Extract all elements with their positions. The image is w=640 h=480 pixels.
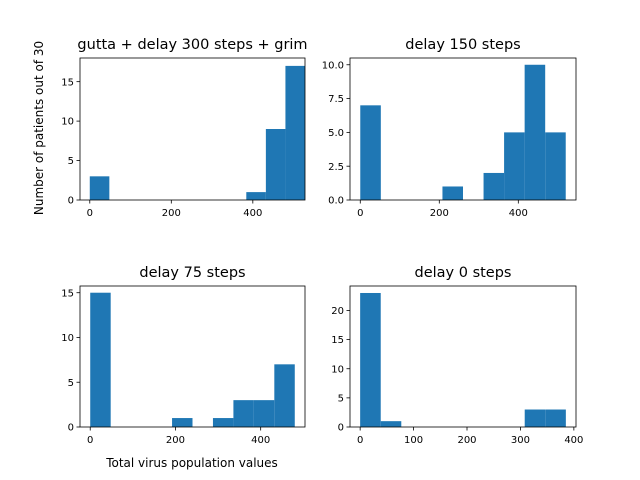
y-tick-label: 0 (68, 423, 74, 434)
y-tick-label: 10.0 (322, 60, 344, 71)
histogram-bar (90, 292, 111, 427)
y-tick-label: 5 (68, 156, 74, 167)
y-tick-label: 7.5 (328, 94, 344, 105)
y-tick-label: 15 (61, 288, 74, 299)
panel-bottom-left: 0 200 400 0 5 10 15 delay 75 steps (61, 265, 306, 446)
panel-title: delay 150 steps (405, 37, 520, 53)
histogram-bar (265, 129, 286, 200)
x-tick-label: 300 (511, 435, 530, 446)
y-tick-label: 0 (338, 423, 344, 434)
y-tick-label: 15 (331, 335, 344, 346)
histogram-bar (285, 65, 305, 200)
panel-title: delay 75 steps (139, 265, 245, 281)
histogram-bar (483, 172, 505, 200)
x-tick-label: 200 (457, 435, 476, 446)
y-tick-label: 5.0 (328, 128, 344, 139)
histogram-bar (360, 292, 381, 427)
histogram-bar (253, 400, 275, 427)
y-tick-label: 10 (61, 117, 74, 128)
histogram-bar (380, 421, 402, 427)
y-tick-label: 0 (68, 196, 74, 207)
histogram-bar (172, 418, 193, 427)
histogram-bar (274, 364, 295, 427)
histogram-bar (545, 132, 566, 200)
y-tick-label: 0.0 (328, 196, 344, 207)
panel-top-left: 0 200 400 0 5 10 15 gutta + delay 300 steps + g… (61, 37, 307, 219)
y-axis-title: Number of patients out of 30 (32, 41, 46, 215)
y-tick-label: 10 (331, 364, 344, 375)
histogram-bar (233, 400, 254, 427)
panel-bottom-right: 0 100 200 300 400 0 5 10 15 20 delay 0 steps (331, 265, 583, 446)
plot-frame (79, 57, 306, 201)
y-tick-label: 5 (338, 393, 344, 404)
x-axis-title: Total virus population values (105, 456, 278, 470)
histogram-bar (524, 409, 546, 427)
histogram-bar (545, 409, 566, 427)
x-tick-label: 0 (87, 435, 93, 446)
x-tick-label: 400 (564, 435, 583, 446)
plot-frame (349, 285, 577, 428)
x-tick-label: 0 (357, 435, 363, 446)
plot-frame (79, 285, 306, 428)
x-tick-label: 200 (430, 208, 449, 219)
y-tick-label: 5 (68, 378, 74, 389)
histogram-bar (89, 176, 110, 200)
histogram-bar (524, 64, 546, 200)
panel-top-right: 0 200 400 0.0 2.5 5.0 7.5 10.0 delay 150 steps (322, 37, 577, 219)
y-tick-label: 15 (61, 77, 74, 88)
y-tick-label: 20 (331, 306, 344, 317)
x-tick-label: 400 (251, 435, 270, 446)
histogram-bar (442, 186, 463, 200)
y-tick-label: 2.5 (328, 162, 344, 173)
x-tick-label: 100 (404, 435, 423, 446)
plot-frame (349, 57, 577, 201)
x-tick-label: 200 (166, 435, 185, 446)
y-tick-label: 10 (61, 333, 74, 344)
panel-title: delay 0 steps (415, 265, 512, 281)
histogram-bar (212, 418, 234, 427)
x-tick-label: 200 (162, 208, 181, 219)
panel-title: gutta + delay 300 steps + grim (77, 37, 307, 53)
x-tick-label: 0 (87, 208, 93, 219)
histogram-bar (504, 132, 525, 200)
x-tick-label: 400 (243, 208, 262, 219)
x-tick-label: 0 (357, 208, 363, 219)
histogram-bar (246, 192, 266, 200)
histogram-bar (360, 105, 381, 200)
x-tick-label: 400 (509, 208, 528, 219)
